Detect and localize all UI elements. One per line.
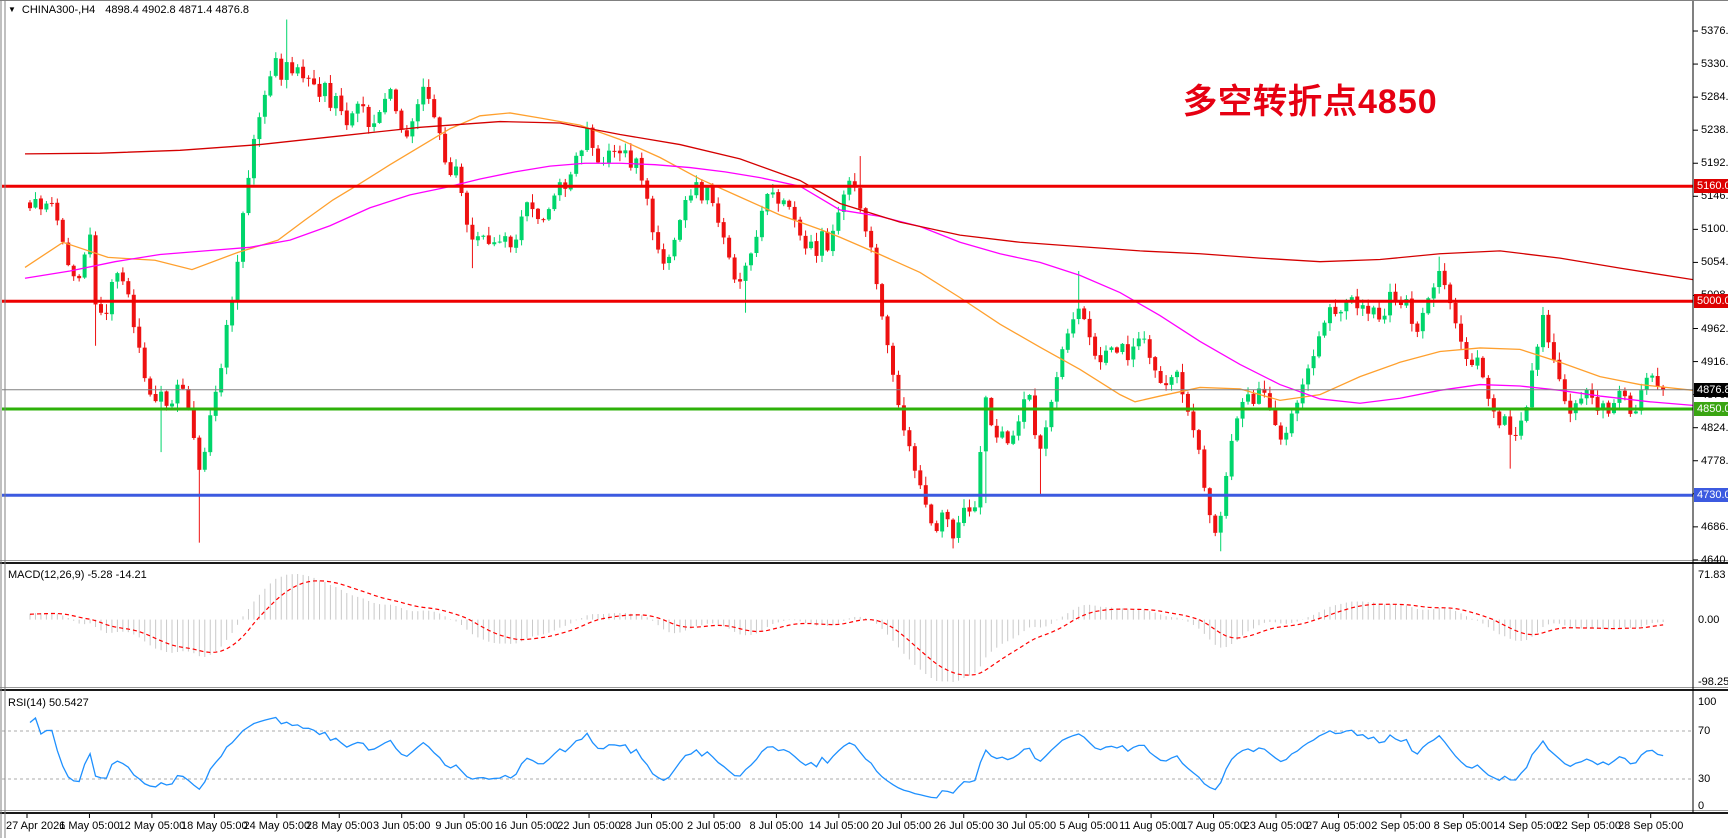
price-axis-tick: 4962.0 [1701,322,1728,335]
rsi-panel[interactable] [0,692,1693,813]
hline-price-badge: 5160.0 [1694,179,1728,194]
macd-indicator-label: MACD(12,26,9) -5.28 -14.21 [8,569,147,581]
price-axis-tick: 5284.0 [1701,91,1728,104]
time-axis-label: 28 May 05:00 [305,820,373,832]
hline-price-badge: 4730.0 [1694,488,1728,503]
price-axis-tick: 4640.0 [1701,553,1728,566]
time-axis-label: 14 Jul 05:00 [808,820,869,832]
main-chart-panel[interactable] [0,0,1693,563]
time-axis-label: 5 Aug 05:00 [1059,820,1119,832]
time-axis-label: 9 Jun 05:00 [435,820,493,832]
time-axis-label: 23 Aug 05:00 [1243,820,1309,832]
macd-panel[interactable] [0,565,1693,690]
chart-symbol-period: CHINA300-,H4 [21,4,96,16]
price-axis-tick: 5376.0 [1701,25,1728,38]
time-axis-label: 30 Jul 05:00 [996,820,1057,832]
time-axis-label: 2 Sep 05:00 [1371,820,1431,832]
price-axis-tick: 5146.0 [1701,190,1728,203]
hline-price-badge: 4850.0 [1694,402,1728,416]
chart-ohlc-values: 4898.4 4902.8 4871.4 4876.8 [105,4,250,16]
macd-axis-tick: 0.00 [1698,613,1720,626]
time-axis-label: 28 Jun 05:00 [619,820,684,832]
rsi-axis-tick: 30 [1698,773,1711,785]
time-axis-label: 14 Sep 05:00 [1493,820,1559,832]
time-axis-label: 20 Jul 05:00 [871,820,932,832]
time-axis-label: 22 Sep 05:00 [1555,820,1621,832]
time-axis-label: 11 Aug 05:00 [1119,820,1184,832]
symbol-dropdown-icon[interactable]: ▼ [8,5,16,14]
rsi-axis-tick: 70 [1698,725,1711,737]
time-axis-label: 28 Sep 05:00 [1617,820,1684,832]
time-axis-label: 27 Aug 05:00 [1306,820,1371,832]
time-axis-label: 22 Jun 05:00 [557,820,621,832]
price-axis-tick: 5054.0 [1701,256,1728,269]
price-axis-tick: 4916.0 [1701,355,1728,368]
rsi-indicator-label: RSI(14) 50.5427 [8,697,89,709]
rsi-axis-tick: 0 [1698,800,1705,812]
time-axis-label: 8 Sep 05:00 [1433,820,1494,832]
chart-title: ▼ CHINA300-,H4 4898.4 4902.8 4871.4 4876.8 [8,4,249,16]
price-axis-tick: 5100.0 [1701,223,1728,236]
time-axis-label: 18 May 05:00 [181,820,248,832]
price-axis-tick: 4686.0 [1701,520,1728,533]
annotation-text: 多空转折点4850 [1183,83,1438,121]
price-axis-tick: 5238.0 [1701,124,1728,137]
hline-price-badge: 4876.8 [1694,382,1728,397]
macd-axis-tick: 71.83 [1698,569,1726,581]
macd-axis-tick: -98.25 [1698,675,1728,688]
time-axis-label: 27 Apr 2021 [6,820,66,832]
price-axis-tick: 4824.0 [1701,421,1728,434]
time-axis-label: 12 May 05:00 [118,820,186,832]
hline-price-badge: 5000.0 [1694,294,1728,309]
price-axis-tick: 5192.0 [1701,157,1728,170]
time-axis-label: 6 May 05:00 [59,820,120,832]
time-axis-label: 17 Aug 05:00 [1181,820,1246,832]
time-axis-label: 16 Jun 05:00 [494,820,559,832]
time-axis-label: 26 Jul 05:00 [933,820,994,832]
price-axis-tick: 4778.0 [1701,454,1728,467]
time-axis-label: 8 Jul 05:00 [749,820,804,832]
time-axis-label: 2 Jul 05:00 [687,820,741,832]
rsi-axis-tick: 100 [1698,696,1717,708]
price-axis-tick: 5330.0 [1701,58,1728,71]
time-axis-label: 24 May 05:00 [243,820,311,832]
time-axis-label: 3 Jun 05:00 [372,820,431,832]
